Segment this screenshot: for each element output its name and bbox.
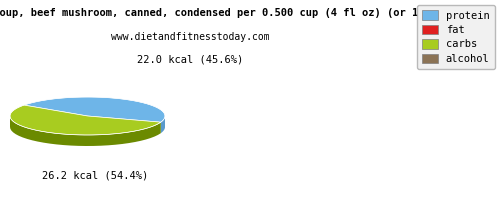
Polygon shape	[24, 97, 165, 122]
Legend: protein, fat, carbs, alcohol: protein, fat, carbs, alcohol	[416, 5, 495, 69]
Polygon shape	[10, 105, 161, 135]
Polygon shape	[161, 116, 165, 133]
Polygon shape	[10, 116, 161, 146]
Text: 22.0 kcal (45.6%): 22.0 kcal (45.6%)	[137, 54, 243, 64]
Text: s - Soup, beef mushroom, canned, condensed per 0.500 cup (4 fl oz) (or 1: s - Soup, beef mushroom, canned, condens…	[0, 8, 418, 18]
Text: 26.2 kcal (54.4%): 26.2 kcal (54.4%)	[42, 170, 148, 180]
Text: www.dietandfitnesstoday.com: www.dietandfitnesstoday.com	[110, 32, 270, 42]
